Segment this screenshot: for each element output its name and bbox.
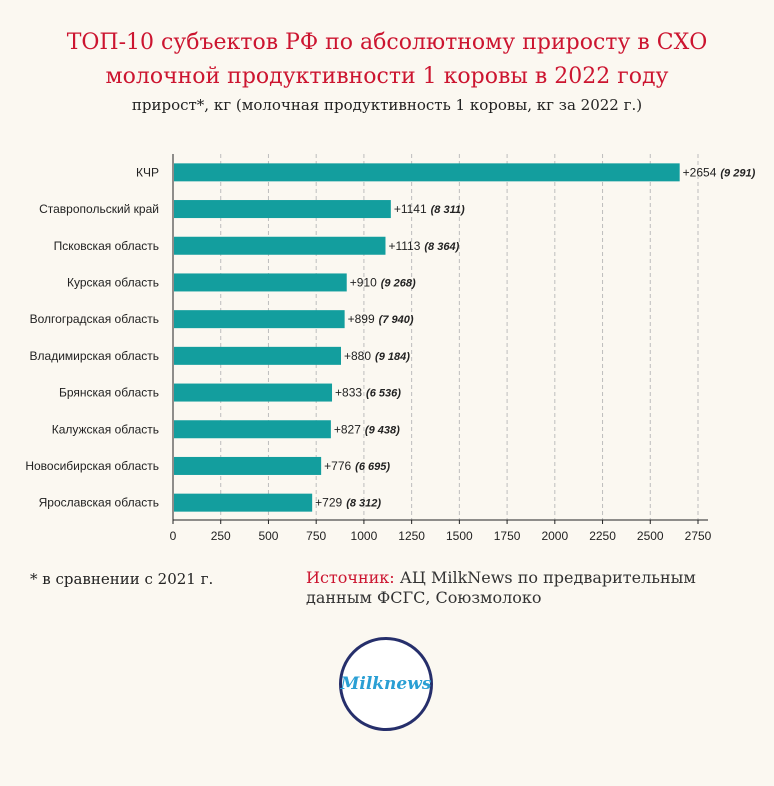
value-label: +2654 (9 291)	[683, 165, 756, 179]
bar	[174, 236, 386, 255]
source-label: Источник:	[306, 568, 395, 587]
value-label: +827 (9 438)	[334, 422, 400, 436]
bar	[174, 456, 322, 475]
productivity-label: (7 940)	[379, 314, 414, 326]
productivity-label: (9 438)	[365, 424, 400, 436]
x-tick-label: 250	[211, 529, 231, 543]
source-note: Источник: АЦ MilkNews по предварительным…	[306, 568, 766, 608]
value-label: +880 (9 184)	[344, 349, 410, 363]
milknews-logo: Milknews	[339, 637, 433, 731]
bar-chart: 0 250 500 750 1000 1250 1500 1750 2000 2250 2500 27…	[25, 154, 756, 543]
productivity-label: (6 695)	[355, 461, 390, 473]
x-tick-label: 0	[170, 529, 177, 543]
productivity-label: (6 536)	[366, 388, 401, 400]
chart-subtitle: прирост*, кг (молочная продуктивность 1 …	[131, 96, 643, 114]
category-label: Псковская область	[54, 239, 159, 253]
source-text: АЦ MilkNews по предварительным данным ФС…	[306, 568, 696, 607]
value-label: +910 (9 268)	[350, 275, 416, 289]
x-tick-label: 2750	[685, 529, 712, 543]
x-tick-label: 1750	[494, 529, 521, 543]
chart-title-line-1: ТОП-10 субъектов РФ по абсолютному приро…	[66, 30, 708, 55]
bar	[174, 163, 680, 182]
bar	[174, 383, 333, 402]
chart-title-line-2: молочной продуктивности 1 коровы в 2022 …	[105, 64, 669, 89]
footnote: * в сравнении с 2021 г.	[30, 570, 214, 588]
value-label: +1141 (8 311)	[394, 202, 465, 216]
productivity-label: (8 312)	[346, 498, 381, 510]
category-label: Волгоградская область	[30, 312, 159, 326]
bar	[174, 420, 331, 439]
x-tick-label: 2250	[589, 529, 616, 543]
bar	[174, 493, 313, 512]
category-label: Владимирская область	[30, 349, 159, 363]
value-label: +1113 (8 364)	[388, 239, 459, 253]
x-tick-label: 1250	[398, 529, 425, 543]
value-label: +729 (8 312)	[315, 496, 381, 510]
bar	[174, 200, 391, 219]
category-label: Брянская область	[59, 386, 159, 400]
x-tick-label: 2000	[541, 529, 568, 543]
productivity-label: (8 364)	[424, 241, 459, 253]
chart-title: ТОП-10 субъектов РФ по абсолютному приро…	[0, 26, 774, 94]
x-tick-label: 2500	[637, 529, 664, 543]
x-tick-label: 1500	[446, 529, 473, 543]
bar	[174, 310, 345, 329]
category-label: Ярославская область	[39, 496, 159, 510]
productivity-label: (9 184)	[375, 351, 410, 363]
value-label: +899 (7 940)	[348, 312, 414, 326]
category-label: КЧР	[136, 165, 159, 179]
category-label: Калужская область	[52, 422, 159, 436]
value-label: +833 (6 536)	[335, 386, 401, 400]
category-label: Курская область	[67, 275, 159, 289]
bar	[174, 346, 341, 365]
x-tick-label: 750	[306, 529, 326, 543]
productivity-label: (8 311)	[431, 204, 465, 216]
logo-text: Milknews	[340, 674, 432, 694]
productivity-label: (9 268)	[381, 277, 416, 289]
x-tick-label: 1000	[351, 529, 378, 543]
value-label: +776 (6 695)	[324, 459, 390, 473]
category-label: Ставропольский край	[39, 202, 159, 216]
x-tick-label: 500	[258, 529, 278, 543]
bar	[174, 273, 347, 292]
category-label: Новосибирская область	[25, 459, 159, 473]
productivity-label: (9 291)	[720, 167, 755, 179]
